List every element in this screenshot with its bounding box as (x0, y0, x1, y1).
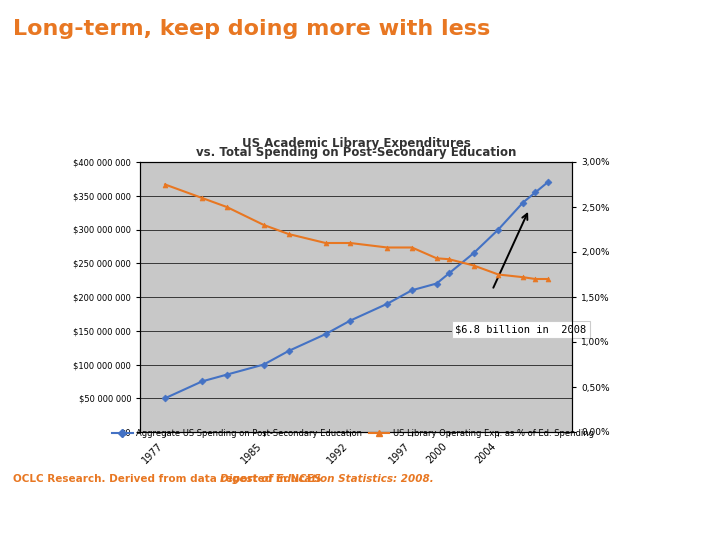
Text: $6.8 billion in  2008: $6.8 billion in 2008 (455, 325, 586, 334)
Text: Digest of Education Statistics: 2008.: Digest of Education Statistics: 2008. (220, 474, 433, 484)
Text: OCLC Research. Derived from data reported in NCES: OCLC Research. Derived from data reporte… (13, 474, 325, 484)
Text: 2: 2 (698, 513, 707, 526)
Legend: Aggregate US Spending on Post-Secondary Education, US Library Operating Exp. as : Aggregate US Spending on Post-Secondary … (109, 426, 597, 441)
Text: Long-term, keep doing more with less: Long-term, keep doing more with less (13, 19, 490, 39)
Text: vs. Total Spending on Post-Secondary Education: vs. Total Spending on Post-Secondary Edu… (197, 146, 516, 159)
Text: Metadata Support & Management 2011-06: Metadata Support & Management 2011-06 (13, 513, 314, 526)
Text: US Academic Library Expenditures: US Academic Library Expenditures (242, 137, 471, 150)
